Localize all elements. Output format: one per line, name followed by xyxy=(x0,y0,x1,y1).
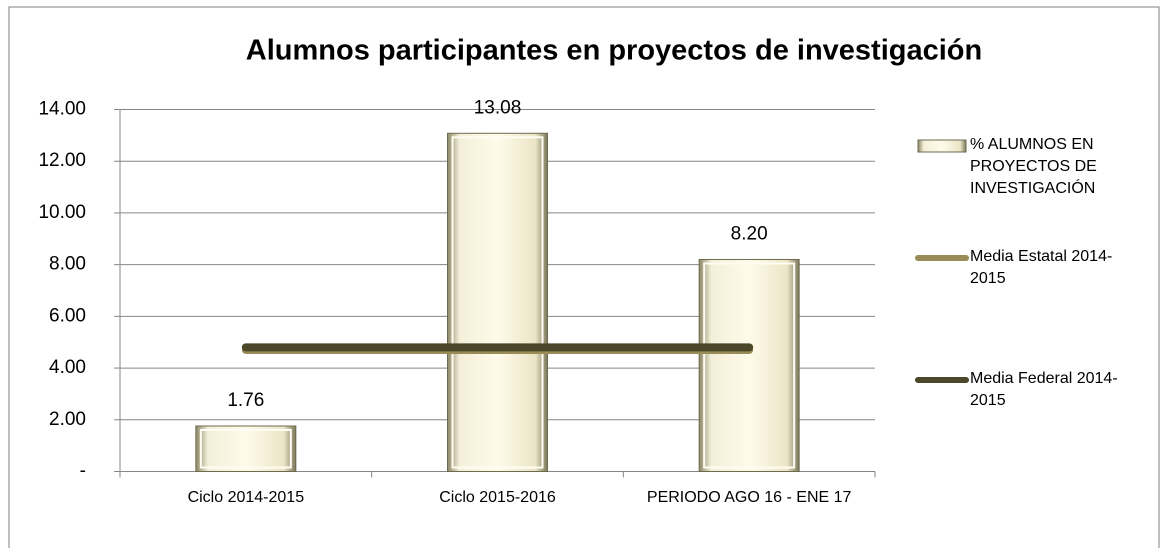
y-tick-label: - xyxy=(80,461,86,482)
bar xyxy=(195,425,297,472)
bar-bevel xyxy=(703,262,796,469)
chart-frame xyxy=(8,6,1160,548)
bar-bevel xyxy=(199,428,292,469)
bar-bevel xyxy=(451,136,544,469)
legend-label: Media Estatal 2014-2015 xyxy=(970,248,1113,287)
legend-label: % ALUMNOS EN PROYECTOS DE INVESTIGACIÓN xyxy=(970,136,1097,197)
y-tick-label: 2.00 xyxy=(49,409,86,430)
x-tick-label: Ciclo 2014-2015 xyxy=(187,489,305,506)
x-tick-label: PERIODO AGO 16 - ENE 17 xyxy=(646,489,852,506)
legend-label: Media Federal 2014-2015 xyxy=(970,370,1118,409)
bar xyxy=(447,132,548,472)
legend-swatch xyxy=(917,139,967,153)
y-tick-label: 12.00 xyxy=(38,150,86,171)
x-tick-label: Ciclo 2015-2016 xyxy=(439,489,556,506)
data-label: 8.20 xyxy=(731,223,768,244)
data-label: 13.08 xyxy=(474,97,522,118)
y-tick-label: 14.00 xyxy=(38,99,86,120)
y-tick-label: 4.00 xyxy=(49,357,86,378)
bar xyxy=(698,258,800,472)
y-tick-label: 6.00 xyxy=(49,305,86,326)
chart-title: Alumnos participantes en proyectos de in… xyxy=(246,35,982,67)
data-label: 1.76 xyxy=(227,390,264,411)
y-tick-label: 10.00 xyxy=(38,202,86,223)
y-tick-label: 8.00 xyxy=(49,254,86,275)
